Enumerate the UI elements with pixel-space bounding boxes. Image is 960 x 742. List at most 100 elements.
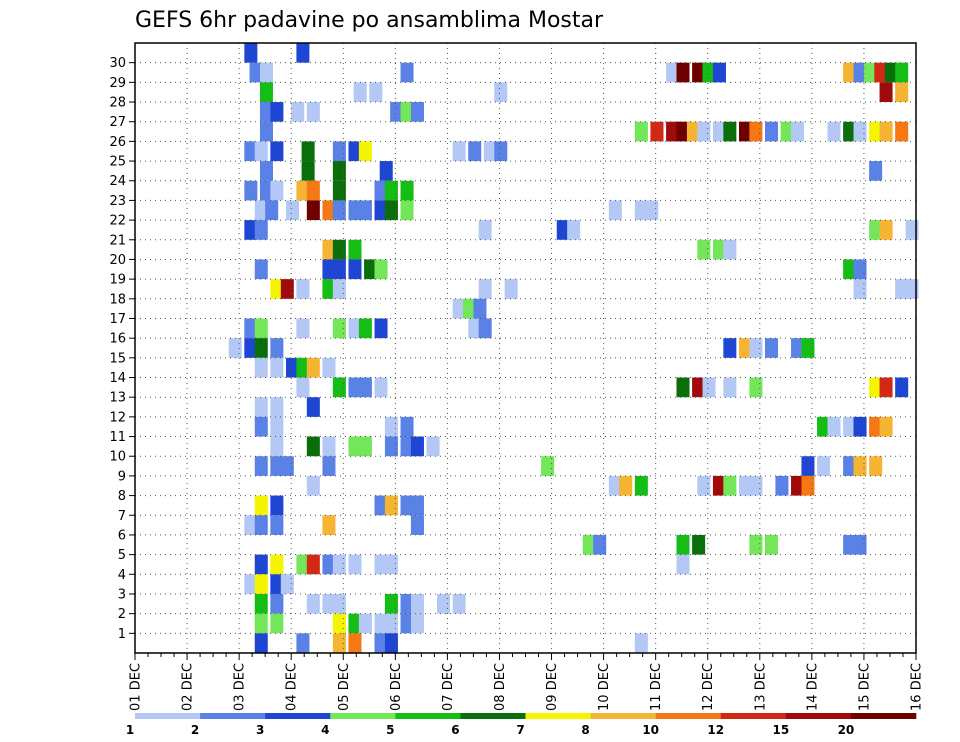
cell-49 (244, 141, 258, 162)
cell-73 (400, 180, 414, 201)
cell-65 (244, 180, 258, 201)
y-tick-label-7: 7 (118, 509, 126, 524)
chart-title: GEFS 6hr padavine po ansamblima Mostar (135, 8, 604, 33)
cell-23 (270, 102, 284, 122)
cell-75 (265, 200, 279, 221)
cell-1 (296, 43, 310, 63)
cell-193 (306, 475, 320, 496)
cell-162 (270, 397, 284, 417)
y-tick-label-30: 30 (109, 56, 126, 71)
colorbar-label-1: 1 (126, 723, 134, 737)
cell-223 (853, 534, 867, 555)
cell-58 (483, 141, 497, 162)
cell-142 (254, 357, 268, 378)
cell-19 (494, 82, 508, 103)
cell-105 (348, 259, 362, 280)
cell-206 (270, 495, 284, 516)
cell-21 (895, 82, 909, 103)
cell-190 (843, 456, 857, 476)
cell-143 (270, 357, 284, 378)
cell-257 (254, 633, 268, 653)
cell-8 (702, 62, 716, 83)
cell-41 (780, 121, 794, 142)
cell-79 (332, 200, 346, 221)
cell-219 (692, 534, 706, 555)
cell-4 (400, 62, 414, 83)
cell-87 (645, 200, 659, 221)
x-tick-label-10: 11 DEC (649, 663, 664, 711)
cell-163 (306, 397, 320, 417)
cell-182 (426, 436, 440, 457)
cell-62 (332, 161, 346, 181)
y-tick-label-18: 18 (109, 292, 126, 307)
cell-53 (332, 141, 346, 162)
cell-167 (400, 416, 414, 437)
colorbar-label-20: 20 (838, 723, 855, 737)
cell-117 (853, 279, 867, 299)
cell-215 (410, 515, 424, 535)
cell-67 (270, 180, 284, 201)
cell-57 (468, 141, 482, 162)
cell-191 (853, 456, 867, 476)
y-tick-label-19: 19 (109, 273, 126, 288)
colorbar-label-10: 10 (642, 723, 659, 737)
cell-61 (301, 161, 315, 181)
cell-225 (270, 554, 284, 575)
cell-214 (322, 515, 336, 535)
cell-246 (436, 593, 451, 614)
cell-220 (749, 534, 763, 555)
y-tick-label-21: 21 (109, 233, 126, 248)
cell-43 (827, 121, 841, 142)
y-tick-label-12: 12 (109, 410, 126, 425)
cell-18 (369, 82, 383, 103)
cell-136 (723, 338, 737, 358)
cell-147 (322, 357, 336, 378)
x-tick-label-0: 01 DEC (129, 663, 144, 711)
cell-120 (452, 298, 466, 319)
cell-84 (400, 200, 414, 221)
cell-122 (473, 298, 487, 319)
x-tick-label-6: 07 DEC (441, 663, 456, 711)
cell-256 (410, 613, 424, 634)
cell-233 (676, 554, 690, 575)
cell-157 (749, 377, 763, 398)
cell-80 (348, 200, 362, 221)
cell-241 (322, 593, 336, 614)
cell-86 (634, 200, 648, 221)
cell-11 (853, 62, 867, 83)
colorbar-label-5: 5 (386, 723, 394, 737)
cell-249 (270, 613, 284, 634)
cell-126 (332, 318, 346, 339)
cell-240 (306, 593, 320, 614)
colorbar-swatch-1 (200, 713, 266, 719)
cell-154 (692, 377, 706, 398)
colorbar-swatch-5 (460, 713, 526, 719)
cell-115 (478, 279, 492, 299)
cell-27 (400, 102, 414, 122)
cell-262 (384, 633, 398, 653)
cell-261 (374, 633, 388, 653)
cell-254 (384, 613, 398, 634)
cell-107 (374, 259, 388, 280)
cell-6 (676, 62, 690, 83)
colorbar-swatch-7 (590, 713, 656, 719)
colorbar-swatch-8 (655, 713, 722, 719)
cell-55 (358, 141, 372, 162)
cell-263 (634, 633, 648, 653)
cell-209 (400, 495, 414, 516)
y-tick-label-23: 23 (109, 194, 126, 209)
cell-33 (676, 121, 690, 142)
cell-153 (676, 377, 690, 398)
cell-187 (541, 456, 555, 476)
colorbar-swatch-9 (720, 713, 787, 719)
colorbar-label-8: 8 (581, 723, 589, 737)
cell-71 (374, 180, 388, 201)
cell-134 (254, 338, 268, 358)
cell-30 (634, 121, 648, 142)
cell-253 (374, 613, 388, 634)
cell-166 (384, 416, 398, 437)
cell-210 (410, 495, 424, 516)
cells-layer (228, 43, 919, 653)
y-tick-label-13: 13 (109, 391, 126, 406)
